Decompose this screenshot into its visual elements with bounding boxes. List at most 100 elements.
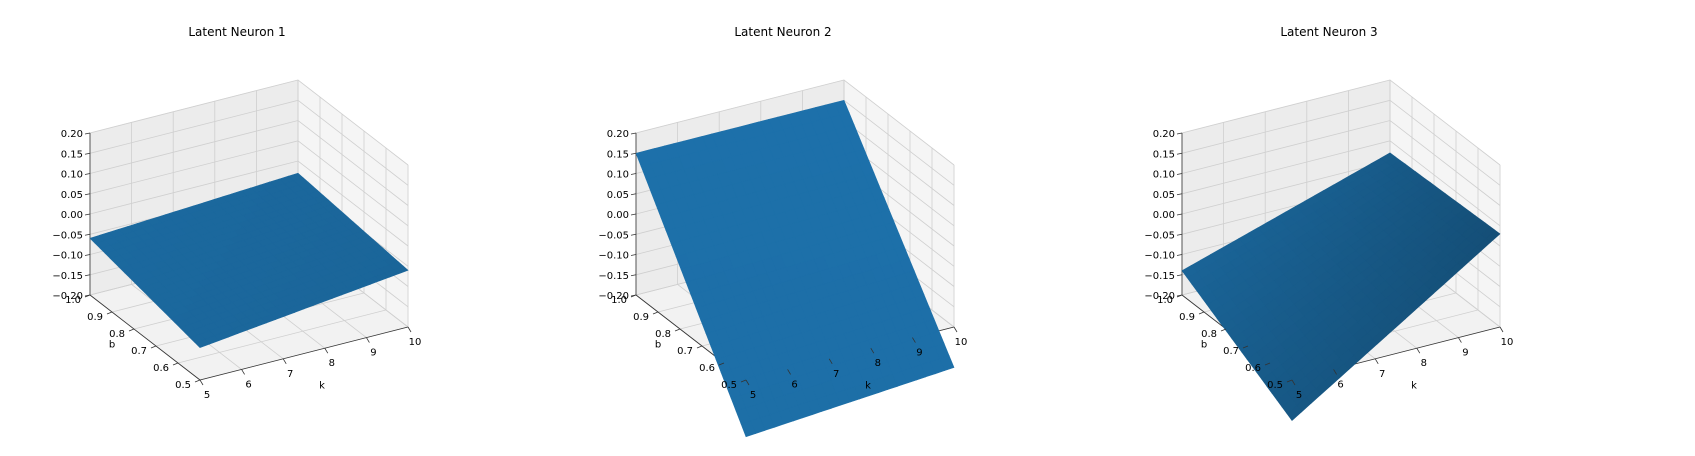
k-tick-label: 10 <box>955 337 968 348</box>
b-tick-label: 0.5 <box>721 380 737 391</box>
z-tick-label: −0.20 <box>1144 291 1175 302</box>
k-tick <box>1291 379 1296 386</box>
z-tick-label: −0.20 <box>598 291 629 302</box>
z-tick-label: 0.15 <box>1153 149 1175 160</box>
gridline-z <box>89 79 409 166</box>
b-tick-label: 1.0 <box>611 295 627 306</box>
z-tick <box>1176 173 1183 175</box>
z-tick <box>630 173 637 175</box>
b-tick <box>1286 379 1293 383</box>
b-tick <box>1264 362 1271 366</box>
k-tick-label: 5 <box>204 390 210 401</box>
z-tick-label: 0.00 <box>1153 210 1175 221</box>
b-tick <box>150 345 157 349</box>
k-tick-label: 6 <box>1337 379 1343 390</box>
z-tick-label: −0.10 <box>1144 251 1175 262</box>
b-tick-label: 0.6 <box>1245 363 1261 374</box>
b-tick-label: 0.5 <box>1267 380 1283 391</box>
z-tick <box>84 152 91 155</box>
surface-patch <box>635 150 651 167</box>
z-tick <box>1176 132 1183 135</box>
k-tick <box>199 379 204 386</box>
b-tick-label: 0.8 <box>1201 329 1217 340</box>
z-tick-label: 0.20 <box>1153 129 1175 140</box>
b-tick-label: 0.7 <box>131 346 147 357</box>
gridline-z <box>89 99 409 186</box>
z-tick <box>630 132 637 135</box>
chart-panel-3: −0.20 −0.15 −0.10 −0.05 0.00 0.05 0.10 0.15 0.20… <box>1144 25 1513 421</box>
surface <box>635 99 955 438</box>
gridline-z <box>635 79 955 166</box>
gridline-z <box>89 140 409 227</box>
b-tick-label: 0.9 <box>633 312 649 323</box>
z-tick <box>1176 274 1183 277</box>
panel-title: Latent Neuron 3 <box>1280 25 1377 39</box>
z-tick <box>84 173 91 175</box>
k-tick-label: 6 <box>245 379 251 390</box>
z-tick-label: −0.15 <box>52 271 83 282</box>
z-tick <box>630 233 637 236</box>
k-tick <box>366 337 370 343</box>
z-tick <box>1176 213 1183 216</box>
z-tick <box>1176 193 1183 196</box>
z-tick <box>630 274 637 277</box>
k-tick-label: 9 <box>916 348 922 359</box>
z-tick <box>84 193 91 196</box>
k-axis-line <box>199 326 409 381</box>
b-tick-label: 1.0 <box>65 295 81 306</box>
z-tick-label: −0.15 <box>598 271 629 282</box>
z-tick <box>84 213 91 216</box>
b-tick <box>1176 294 1183 298</box>
z-tick <box>630 193 637 196</box>
b-tick-label: 0.9 <box>87 312 103 323</box>
b-tick-label: 0.8 <box>109 329 125 340</box>
chart-panel-1: −0.20 −0.15 −0.10 −0.05 0.00 0.05 0.10 0.15 0.20… <box>52 25 421 401</box>
surface-patch <box>1181 264 1197 278</box>
z-tick <box>1176 254 1183 256</box>
k-tick <box>912 337 916 343</box>
k-tick-label: 8 <box>329 358 335 369</box>
z-tick-label: 0.15 <box>61 149 83 160</box>
z-tick <box>84 233 91 236</box>
z-tick-label: −0.05 <box>1144 230 1175 241</box>
b-tick-label: 0.6 <box>699 363 715 374</box>
gridline-z <box>1181 140 1501 227</box>
z-tick <box>84 132 91 135</box>
b-tick <box>652 311 659 315</box>
b-tick <box>84 294 91 298</box>
z-tick-label: −0.10 <box>598 251 629 262</box>
z-tick-label: 0.20 <box>607 129 629 140</box>
b-tick <box>1242 345 1249 349</box>
b-tick <box>172 362 179 366</box>
z-tick-label: 0.10 <box>1153 170 1175 181</box>
k-tick-label: 10 <box>1501 337 1514 348</box>
b-tick-label: 0.6 <box>153 363 169 374</box>
gridline-z <box>89 120 409 206</box>
z-tick-label: 0.00 <box>61 210 83 221</box>
z-tick <box>630 254 637 256</box>
k-tick <box>1499 326 1504 333</box>
z-tick-label: 0.05 <box>607 190 629 201</box>
k-tick-label: 9 <box>370 348 376 359</box>
z-tick-label: 0.15 <box>607 149 629 160</box>
k-tick-label: 5 <box>750 390 756 401</box>
b-tick <box>106 311 113 315</box>
k-tick <box>1458 337 1462 343</box>
z-tick-label: 0.10 <box>61 170 83 181</box>
z-tick-label: 0.05 <box>1153 190 1175 201</box>
k-tick-label: 7 <box>833 369 839 380</box>
k-tick-label: 6 <box>791 379 797 390</box>
b-tick <box>194 379 201 383</box>
surface-patch <box>89 234 106 244</box>
k-tick <box>1374 358 1379 365</box>
k-tick <box>870 347 875 354</box>
k-tick <box>828 358 833 365</box>
chart-panel-2: −0.20 −0.15 −0.10 −0.05 0.00 0.05 0.10 0.15 0.20… <box>598 25 968 438</box>
b-axis-label: b <box>1201 340 1207 351</box>
k-tick-label: 8 <box>1421 358 1427 369</box>
k-tick <box>787 369 791 375</box>
k-tick-label: 10 <box>409 337 422 348</box>
z-tick-label: 0.00 <box>607 210 629 221</box>
k-tick <box>324 347 329 354</box>
